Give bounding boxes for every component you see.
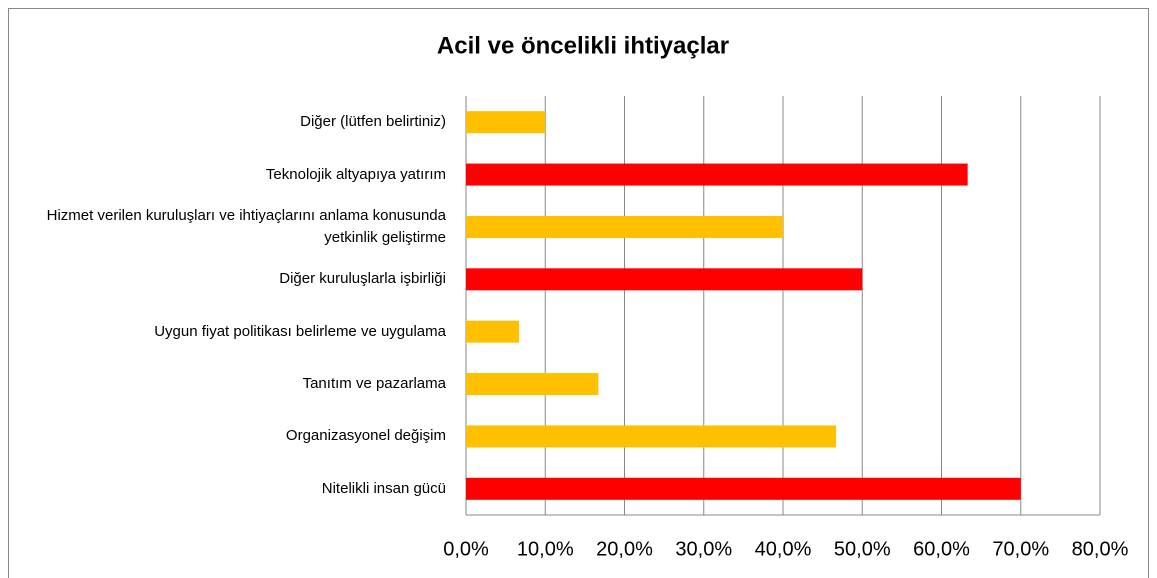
bar: [466, 320, 520, 343]
x-tick-label: 40,0%: [755, 538, 812, 560]
x-tick-label: 60,0%: [913, 538, 970, 560]
x-tick-label: 10,0%: [517, 538, 574, 560]
x-tick-label: 30,0%: [675, 538, 732, 560]
y-tick-label: Diğer (lütfen belirtiniz): [300, 113, 446, 131]
x-tick-label: 50,0%: [834, 538, 891, 560]
y-tick-label: Nitelikli insan gücü: [321, 479, 446, 497]
x-tick-label: 80,0%: [1072, 538, 1129, 560]
bar: [466, 111, 546, 134]
y-tick-label: Diğer kuruluşlarla işbirliği: [279, 270, 446, 288]
x-tick-label: 0,0%: [443, 538, 489, 560]
y-tick-label: Tanıtım ve pazarlama: [302, 375, 446, 393]
y-tick-label: Uygun fiyat politikası belirleme ve uygu…: [154, 322, 446, 340]
y-tick-label: Organizasyonel değişim: [285, 427, 446, 445]
x-tick-label: 70,0%: [992, 538, 1049, 560]
bar: [466, 268, 863, 291]
bar: [466, 215, 783, 238]
bar: [466, 425, 837, 448]
bar: [466, 477, 1021, 500]
y-tick-label: Hizmet verilen kuruluşları ve ihtiyaçlar…: [46, 206, 446, 246]
bar: [466, 163, 968, 186]
y-tick-label: Teknolojik altyapıya yatırım: [265, 165, 446, 183]
chart-title: Acil ve öncelikli ihtiyaçlar: [437, 32, 729, 59]
bar: [466, 373, 599, 396]
x-tick-label: 20,0%: [596, 538, 653, 560]
